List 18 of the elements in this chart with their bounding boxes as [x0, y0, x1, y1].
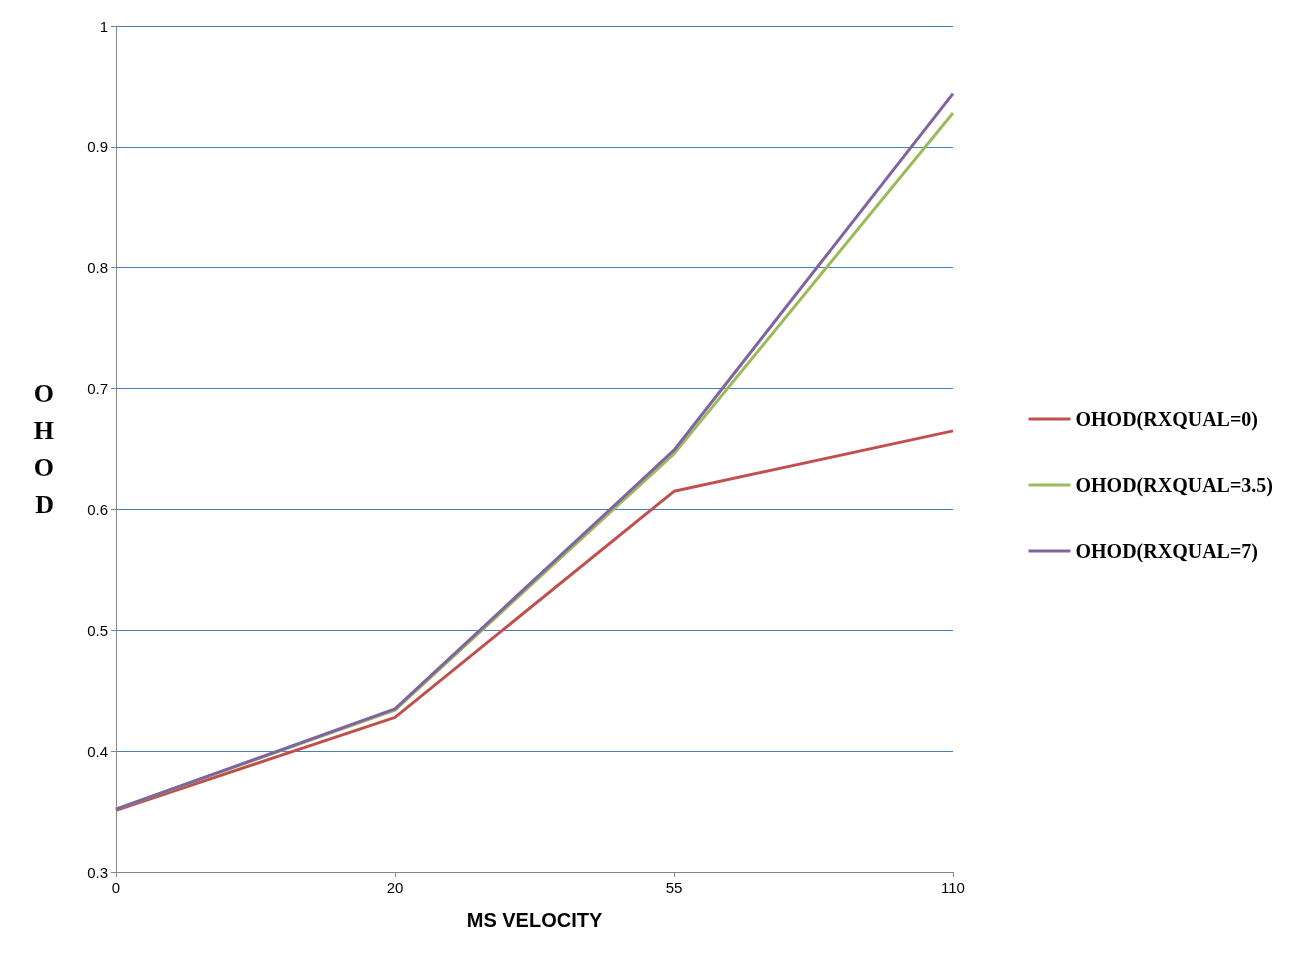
y-tick-label: 0.5	[87, 621, 108, 639]
x-tick-label: 20	[386, 879, 404, 896]
x-tick-label: 0	[111, 879, 121, 896]
y-axis-title: OHOD	[33, 379, 54, 519]
y-tick-label: 1	[99, 17, 108, 35]
y-tick-label: 0.9	[87, 138, 108, 156]
legend-label: OHOD(RXQUAL=3.5)	[1075, 474, 1273, 497]
x-tick-label: 110	[941, 879, 965, 896]
x-axis-title: MS VELOCITY	[466, 909, 603, 931]
legend-label: OHOD(RXQUAL=0)	[1075, 408, 1258, 431]
y-tick-label: 0.3	[87, 863, 108, 881]
y-tick-label: 0.4	[87, 742, 108, 760]
y-tick-label: 0.8	[87, 259, 108, 277]
line-series	[114, 429, 955, 812]
y-tick-label: 0.6	[87, 500, 108, 518]
x-tick-label: 55	[665, 879, 683, 896]
y-tick-label: 0.7	[87, 380, 108, 398]
legend-label: OHOD(RXQUAL=7)	[1075, 540, 1258, 563]
